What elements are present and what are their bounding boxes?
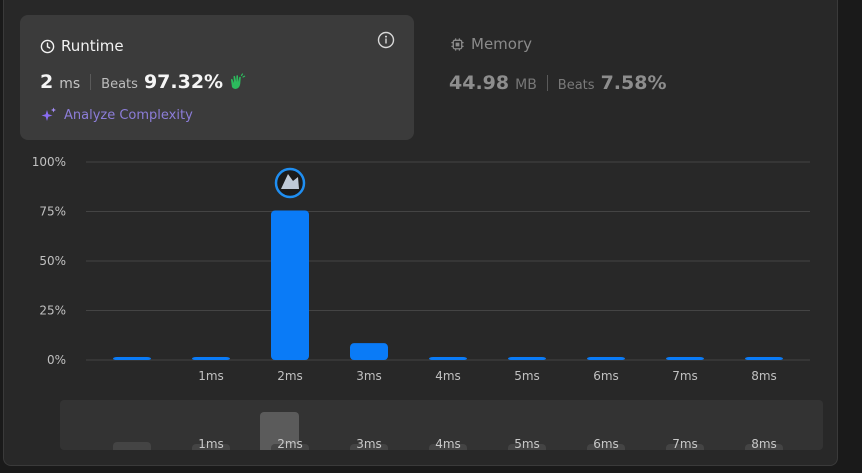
runtime-beats-value: 97.32% bbox=[143, 71, 224, 93]
bar-2ms[interactable] bbox=[271, 210, 309, 360]
divider bbox=[90, 74, 92, 90]
runtime-card[interactable]: Runtime 2 ms Beats 97.32% Analyze Comple… bbox=[20, 15, 414, 140]
memory-beats-value: 7.58% bbox=[600, 72, 667, 94]
y-tick-label: 50% bbox=[39, 254, 66, 268]
chart-gridlines bbox=[86, 161, 810, 361]
runtime-beats-label: Beats bbox=[101, 77, 138, 92]
bar-1ms[interactable] bbox=[192, 357, 230, 360]
overview-range-handle[interactable] bbox=[260, 412, 299, 450]
overview-label: 5ms bbox=[514, 437, 540, 450]
overview-bar bbox=[508, 444, 546, 450]
chart-x-ticks: 1ms 2ms 3ms 4ms 5ms 6ms 7ms 8ms bbox=[198, 369, 777, 383]
x-tick-label: 1ms bbox=[198, 369, 224, 383]
memory-unit: MB bbox=[515, 77, 537, 93]
memory-metric: 44.98 MB Beats 7.58% bbox=[449, 72, 666, 94]
overview-label: 2ms bbox=[277, 437, 303, 450]
memory-tab[interactable]: Memory bbox=[450, 35, 532, 53]
x-tick-label: 4ms bbox=[435, 369, 461, 383]
user-avatar-marker[interactable] bbox=[274, 167, 306, 199]
divider bbox=[546, 75, 548, 91]
clap-icon bbox=[231, 73, 246, 89]
overview-label: 7ms bbox=[672, 437, 698, 450]
x-tick-label: 7ms bbox=[672, 369, 698, 383]
chart-range-overview[interactable]: 1ms 2ms 3ms 4ms 5ms 6ms 7ms 8ms bbox=[60, 400, 823, 450]
chart-bars bbox=[113, 210, 783, 360]
chart-y-ticks: 0% 25% 50% 75% 100% bbox=[32, 155, 66, 367]
x-tick-label: 6ms bbox=[593, 369, 619, 383]
runtime-value: 2 bbox=[40, 71, 54, 93]
overview-bar bbox=[666, 444, 704, 450]
memory-title: Memory bbox=[471, 35, 533, 53]
bar-5ms[interactable] bbox=[508, 357, 546, 360]
overview-bar bbox=[745, 444, 783, 450]
x-tick-label: 2ms bbox=[277, 369, 303, 383]
runtime-distribution-chart: 0% 25% 50% 75% 100% 1ms 2ms 3ms 4ms 5ms 6ms 7ms 8ms bbox=[32, 155, 810, 383]
overview-bar bbox=[192, 444, 230, 450]
bar-first[interactable] bbox=[113, 357, 151, 360]
x-tick-label: 8ms bbox=[751, 369, 777, 383]
avatar-image bbox=[281, 174, 299, 189]
y-tick-label: 25% bbox=[39, 304, 66, 318]
x-tick-label: 5ms bbox=[514, 369, 540, 383]
overview-label: 4ms bbox=[435, 437, 461, 450]
overview-label: 8ms bbox=[751, 437, 777, 450]
overview-label: 6ms bbox=[593, 437, 619, 450]
memory-beats-label: Beats bbox=[557, 78, 595, 93]
bar-8ms[interactable] bbox=[745, 357, 783, 360]
runtime-title: Runtime bbox=[61, 37, 124, 55]
runtime-metric: 2 ms Beats 97.32% bbox=[40, 71, 246, 93]
bar-6ms[interactable] bbox=[587, 357, 625, 360]
overview-label: 3ms bbox=[356, 437, 382, 450]
info-icon[interactable] bbox=[377, 31, 395, 49]
overview-bar bbox=[587, 444, 625, 450]
overview-bar bbox=[271, 444, 309, 450]
y-tick-label: 75% bbox=[39, 205, 66, 219]
y-tick-label: 0% bbox=[47, 353, 66, 367]
analyze-complexity-button[interactable]: Analyze Complexity bbox=[40, 107, 193, 123]
overview-bar bbox=[350, 444, 388, 450]
sparkle-icon bbox=[41, 107, 56, 121]
memory-value: 44.98 bbox=[449, 72, 510, 94]
overview-bar bbox=[113, 442, 151, 450]
overview-bar bbox=[429, 444, 467, 450]
y-tick-label: 100% bbox=[32, 155, 66, 169]
x-tick-label: 3ms bbox=[356, 369, 382, 383]
chip-icon bbox=[451, 37, 464, 51]
clock-icon bbox=[40, 39, 55, 53]
analyze-complexity-label: Analyze Complexity bbox=[64, 107, 193, 123]
bar-7ms[interactable] bbox=[666, 357, 704, 360]
overview-label: 1ms bbox=[198, 437, 224, 450]
bar-3ms[interactable] bbox=[350, 343, 388, 360]
bar-4ms[interactable] bbox=[429, 357, 467, 360]
runtime-unit: ms bbox=[59, 76, 81, 92]
